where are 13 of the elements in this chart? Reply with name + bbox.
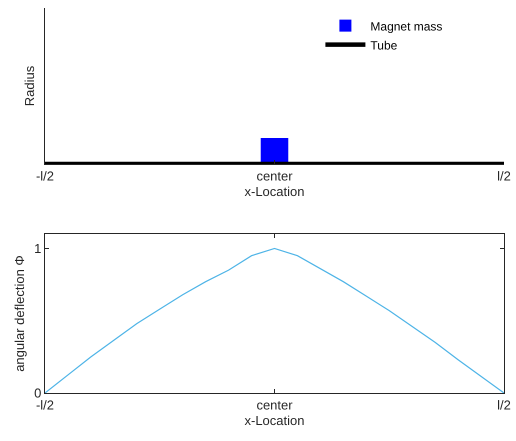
y-tick-label: 1 xyxy=(34,241,42,256)
x-tick-label: -l/2 xyxy=(36,168,54,184)
x-axis-title: x-Location xyxy=(244,413,304,428)
x-tick-label: l/2 xyxy=(497,398,511,413)
line-series xyxy=(45,248,504,393)
legend-label: Tube xyxy=(370,38,398,52)
x-tick-label: center xyxy=(256,398,294,413)
x-tick-label: l/2 xyxy=(497,168,511,184)
x-tick-label: center xyxy=(256,168,294,184)
x-axis-title: x-Location xyxy=(244,184,304,200)
y-axis-title: angular deflection Φ xyxy=(12,255,28,372)
legend-label: Magnet mass xyxy=(370,19,442,34)
y-axis-title: Radius xyxy=(22,65,37,106)
